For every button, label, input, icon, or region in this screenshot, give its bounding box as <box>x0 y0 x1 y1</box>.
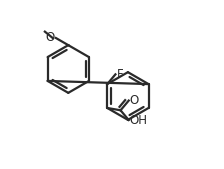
Text: O: O <box>45 31 54 44</box>
Text: F: F <box>117 68 123 81</box>
Text: O: O <box>130 94 139 107</box>
Text: OH: OH <box>130 114 148 127</box>
